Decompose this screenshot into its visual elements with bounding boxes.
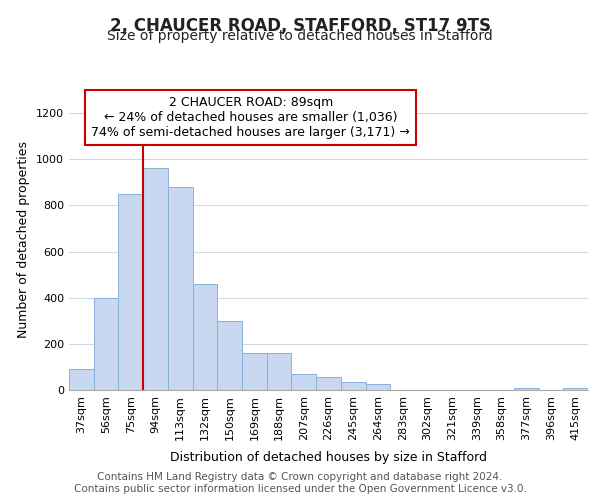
Text: 2, CHAUCER ROAD, STAFFORD, ST17 9TS: 2, CHAUCER ROAD, STAFFORD, ST17 9TS (110, 18, 491, 36)
Bar (143, 168, 168, 390)
Text: Size of property relative to detached houses in Stafford: Size of property relative to detached ho… (107, 29, 493, 43)
Bar (94, 298, 118, 390)
Bar (193, 284, 217, 390)
Bar (316, 378, 341, 390)
Bar (514, 388, 539, 390)
Bar (563, 388, 588, 390)
Text: 2 CHAUCER ROAD: 89sqm
← 24% of detached houses are smaller (1,036)
74% of semi-d: 2 CHAUCER ROAD: 89sqm ← 24% of detached … (91, 96, 410, 139)
Bar (168, 187, 193, 390)
Bar (365, 384, 390, 390)
Bar (118, 194, 143, 390)
Bar (242, 353, 267, 390)
Bar (292, 374, 316, 390)
X-axis label: Distribution of detached houses by size in Stafford: Distribution of detached houses by size … (170, 451, 487, 464)
Y-axis label: Number of detached properties: Number of detached properties (17, 142, 31, 338)
Bar (217, 321, 242, 390)
Bar (341, 382, 365, 390)
Bar (69, 369, 94, 390)
Bar (267, 353, 292, 390)
Text: Contains HM Land Registry data © Crown copyright and database right 2024.
Contai: Contains HM Land Registry data © Crown c… (74, 472, 526, 494)
